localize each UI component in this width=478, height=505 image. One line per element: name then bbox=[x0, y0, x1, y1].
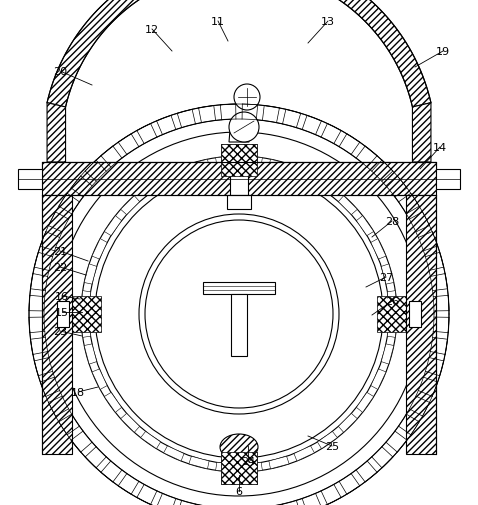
Polygon shape bbox=[243, 463, 262, 472]
Text: 25: 25 bbox=[325, 441, 339, 451]
Polygon shape bbox=[409, 302, 421, 327]
Polygon shape bbox=[81, 318, 91, 338]
Text: 13: 13 bbox=[321, 17, 335, 27]
Polygon shape bbox=[387, 291, 397, 311]
Polygon shape bbox=[216, 463, 235, 472]
Text: 18: 18 bbox=[71, 387, 85, 397]
Bar bbox=[227, 195, 251, 210]
Text: 12: 12 bbox=[145, 25, 159, 35]
Polygon shape bbox=[317, 180, 337, 197]
Polygon shape bbox=[47, 0, 431, 108]
Polygon shape bbox=[413, 104, 431, 163]
Ellipse shape bbox=[220, 434, 258, 460]
Polygon shape bbox=[92, 369, 107, 390]
Polygon shape bbox=[221, 452, 257, 484]
Polygon shape bbox=[338, 414, 358, 432]
Text: 27: 27 bbox=[379, 273, 393, 282]
Text: 23: 23 bbox=[53, 326, 67, 336]
Polygon shape bbox=[221, 452, 257, 484]
Polygon shape bbox=[381, 344, 394, 365]
Polygon shape bbox=[42, 163, 436, 195]
Polygon shape bbox=[294, 446, 315, 461]
Polygon shape bbox=[141, 180, 161, 197]
Polygon shape bbox=[163, 446, 184, 461]
Polygon shape bbox=[317, 432, 337, 449]
Polygon shape bbox=[221, 145, 257, 177]
Polygon shape bbox=[381, 264, 394, 284]
Polygon shape bbox=[42, 195, 72, 454]
Text: 28: 28 bbox=[385, 217, 399, 227]
Text: 26: 26 bbox=[385, 296, 399, 307]
Text: 24: 24 bbox=[241, 456, 255, 466]
Polygon shape bbox=[42, 163, 436, 171]
Polygon shape bbox=[338, 196, 358, 215]
Polygon shape bbox=[189, 160, 209, 172]
Polygon shape bbox=[294, 168, 315, 183]
Bar bbox=[18, 169, 42, 189]
Polygon shape bbox=[221, 145, 257, 177]
Polygon shape bbox=[69, 296, 101, 332]
Text: 6: 6 bbox=[236, 486, 242, 496]
Polygon shape bbox=[406, 195, 436, 454]
Text: 11: 11 bbox=[211, 17, 225, 27]
Text: 15: 15 bbox=[55, 308, 69, 317]
Polygon shape bbox=[371, 369, 386, 390]
Polygon shape bbox=[269, 457, 289, 469]
Polygon shape bbox=[269, 160, 289, 172]
Polygon shape bbox=[92, 239, 107, 260]
Polygon shape bbox=[371, 239, 386, 260]
Polygon shape bbox=[357, 216, 374, 236]
Polygon shape bbox=[189, 457, 209, 469]
Polygon shape bbox=[377, 296, 409, 332]
Circle shape bbox=[229, 113, 259, 143]
Polygon shape bbox=[387, 318, 397, 338]
Circle shape bbox=[234, 85, 260, 111]
Polygon shape bbox=[104, 392, 121, 413]
Text: 14: 14 bbox=[433, 143, 447, 153]
Bar bbox=[203, 282, 275, 294]
Polygon shape bbox=[84, 344, 97, 365]
Bar bbox=[231, 294, 247, 357]
Polygon shape bbox=[120, 196, 140, 215]
Polygon shape bbox=[216, 157, 235, 166]
Polygon shape bbox=[84, 264, 97, 284]
Polygon shape bbox=[243, 157, 262, 166]
Text: 19: 19 bbox=[436, 47, 450, 57]
Text: 20: 20 bbox=[53, 67, 67, 77]
Polygon shape bbox=[104, 216, 121, 236]
Bar bbox=[230, 156, 248, 195]
Polygon shape bbox=[81, 291, 91, 311]
Text: 21: 21 bbox=[53, 246, 67, 257]
Text: 16: 16 bbox=[55, 291, 69, 301]
Polygon shape bbox=[120, 414, 140, 432]
Polygon shape bbox=[357, 392, 374, 413]
Polygon shape bbox=[229, 131, 249, 143]
Polygon shape bbox=[57, 302, 69, 327]
Polygon shape bbox=[47, 104, 65, 163]
Text: 22: 22 bbox=[53, 263, 67, 273]
Bar bbox=[436, 169, 460, 189]
Polygon shape bbox=[141, 432, 161, 449]
Polygon shape bbox=[163, 168, 184, 183]
